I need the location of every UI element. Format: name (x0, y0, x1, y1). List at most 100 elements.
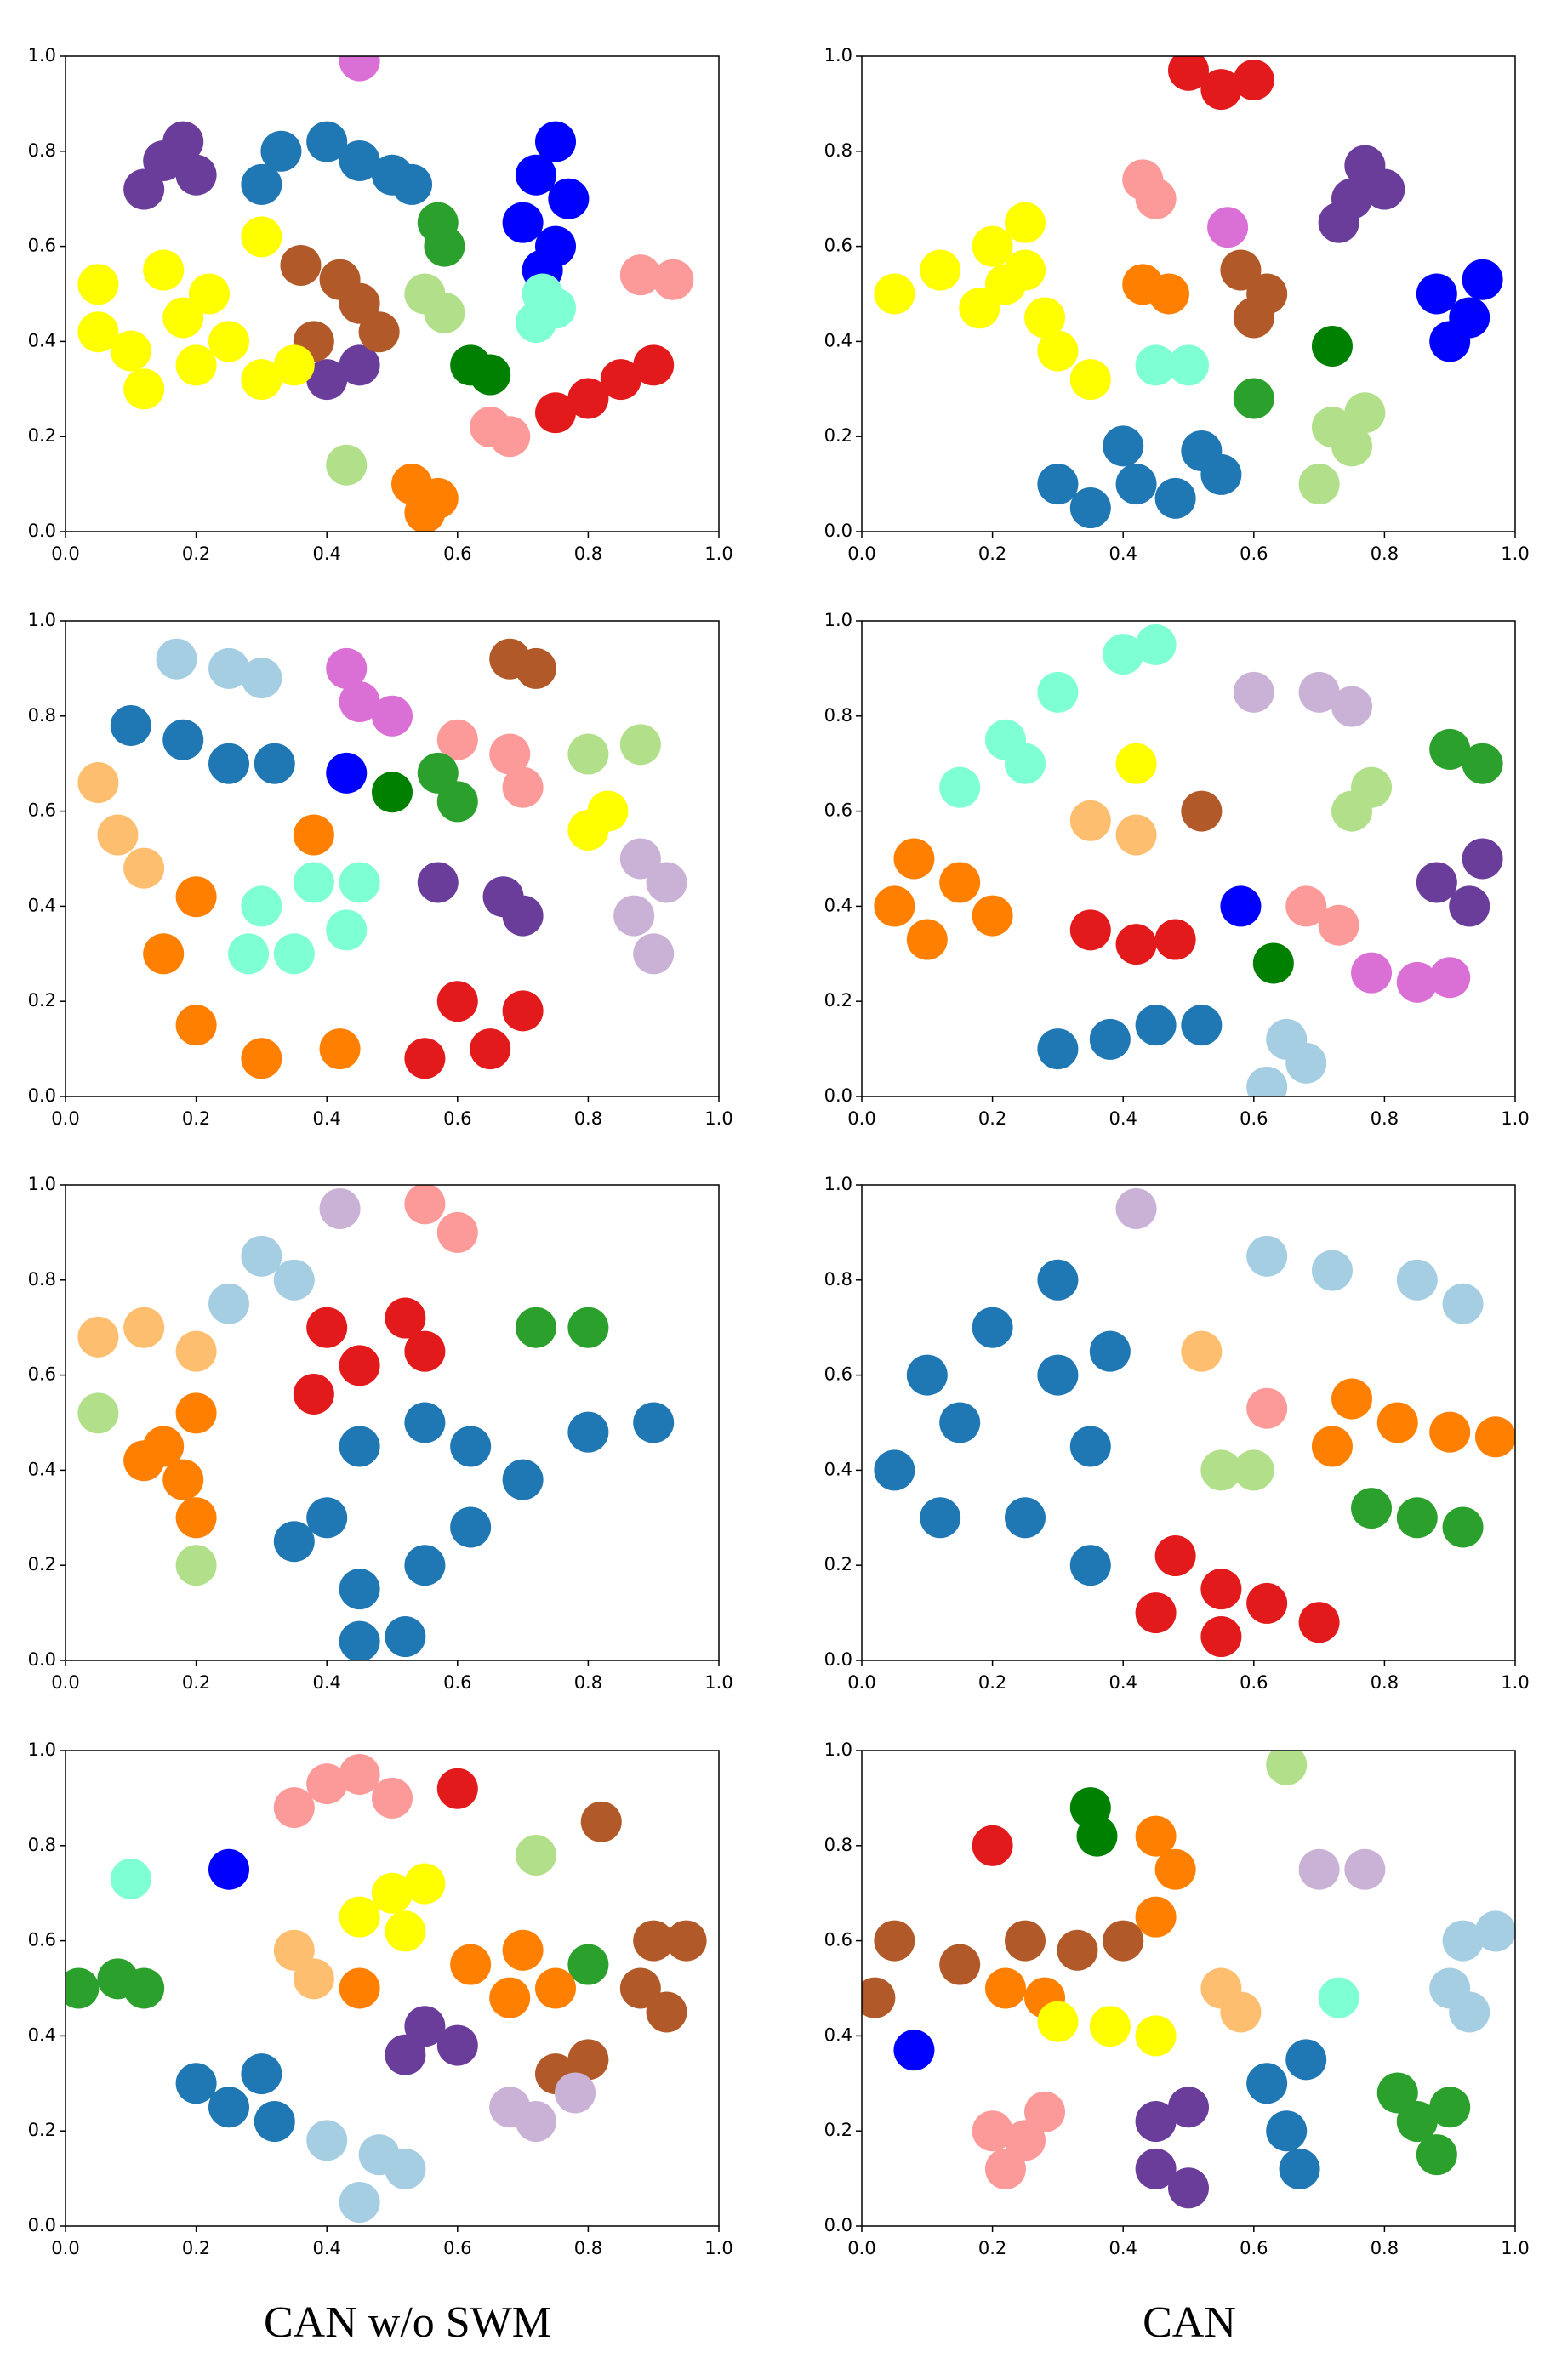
point (404, 1545, 446, 1586)
point (339, 1569, 380, 1610)
point (110, 704, 151, 746)
y-tick-label: 0.2 (824, 425, 852, 446)
point (326, 647, 368, 689)
point (339, 1753, 380, 1795)
point (156, 638, 197, 680)
point (1331, 790, 1372, 832)
point (273, 1259, 315, 1301)
point (110, 1858, 151, 1899)
point (972, 895, 1013, 937)
y-tick-label: 1.0 (824, 45, 852, 65)
point (1024, 2091, 1066, 2132)
point (535, 121, 576, 162)
point (1115, 924, 1157, 965)
point (633, 933, 675, 975)
point (123, 168, 165, 210)
chart-panel: 0.0 0.2 0.4 0.6 0.8 1.0 0.0 0.2 0.4 0.6 0.8 1.0 (28, 1174, 733, 1693)
point (358, 311, 400, 353)
y-tick-label: 0.2 (824, 1554, 852, 1574)
point (241, 1038, 282, 1079)
point (97, 814, 139, 856)
x-tick-label: 0.2 (978, 544, 1006, 564)
point (1135, 2101, 1177, 2143)
point (1233, 59, 1274, 100)
point (208, 1283, 249, 1324)
point (1089, 2006, 1131, 2047)
point (1233, 378, 1274, 419)
point (241, 1235, 282, 1277)
point (633, 344, 675, 386)
point (1037, 671, 1079, 713)
point (1135, 1815, 1177, 1857)
y-tick-label: 0.4 (28, 895, 56, 915)
point (939, 862, 981, 903)
point (1298, 671, 1340, 713)
point (1298, 464, 1340, 505)
point (436, 981, 478, 1022)
point (665, 1920, 707, 1962)
y-tick-label: 0.4 (824, 330, 852, 350)
point (1069, 909, 1111, 951)
point (1115, 464, 1157, 505)
point (280, 244, 322, 286)
x-tick-label: 0.6 (1240, 2238, 1268, 2258)
point (893, 838, 935, 880)
point (535, 392, 576, 434)
point (123, 1967, 165, 2009)
point (306, 121, 348, 162)
point (1037, 2001, 1079, 2042)
point (1005, 743, 1046, 784)
y-tick-label: 0.0 (28, 1649, 56, 1670)
point (123, 847, 165, 889)
point (208, 2087, 249, 2128)
point (470, 1028, 511, 1070)
point (372, 695, 413, 737)
point (1298, 1602, 1340, 1643)
caption: CAN (1143, 2298, 1236, 2347)
point (1298, 1848, 1340, 1890)
point (587, 790, 629, 832)
point (339, 2182, 380, 2223)
point (339, 139, 380, 181)
point (436, 2024, 478, 2066)
y-tick-label: 0.6 (824, 236, 852, 256)
point (339, 282, 380, 324)
point (1037, 464, 1079, 505)
point (273, 344, 315, 386)
point (162, 1459, 204, 1500)
point (515, 647, 556, 689)
point (110, 330, 151, 372)
point (874, 1920, 915, 1962)
point (424, 225, 465, 267)
point (580, 1801, 622, 1842)
point (1442, 1506, 1484, 1548)
point (1135, 178, 1177, 219)
point (1462, 838, 1503, 880)
point (228, 933, 270, 975)
point (1311, 1250, 1353, 1291)
point (1103, 1920, 1144, 1962)
x-tick-label: 1.0 (704, 2238, 732, 2258)
point (404, 2006, 446, 2047)
point (1200, 69, 1242, 111)
y-tick-label: 0.0 (28, 2215, 56, 2235)
x-tick-label: 1.0 (1501, 2238, 1529, 2258)
x-tick-label: 0.8 (1371, 1108, 1399, 1129)
point (1429, 957, 1471, 999)
point (1318, 904, 1359, 946)
point (1135, 1005, 1177, 1046)
point (959, 288, 1000, 329)
y-tick-label: 0.0 (824, 2215, 852, 2235)
x-tick-label: 0.0 (847, 544, 875, 564)
point (319, 1187, 361, 1229)
point (1449, 1991, 1490, 2033)
x-tick-label: 0.6 (443, 2238, 471, 2258)
point (1076, 1815, 1118, 1857)
point (1376, 2072, 1418, 2114)
point (293, 1958, 334, 2000)
point (306, 1763, 348, 1805)
point (436, 781, 478, 823)
point (1037, 330, 1079, 372)
